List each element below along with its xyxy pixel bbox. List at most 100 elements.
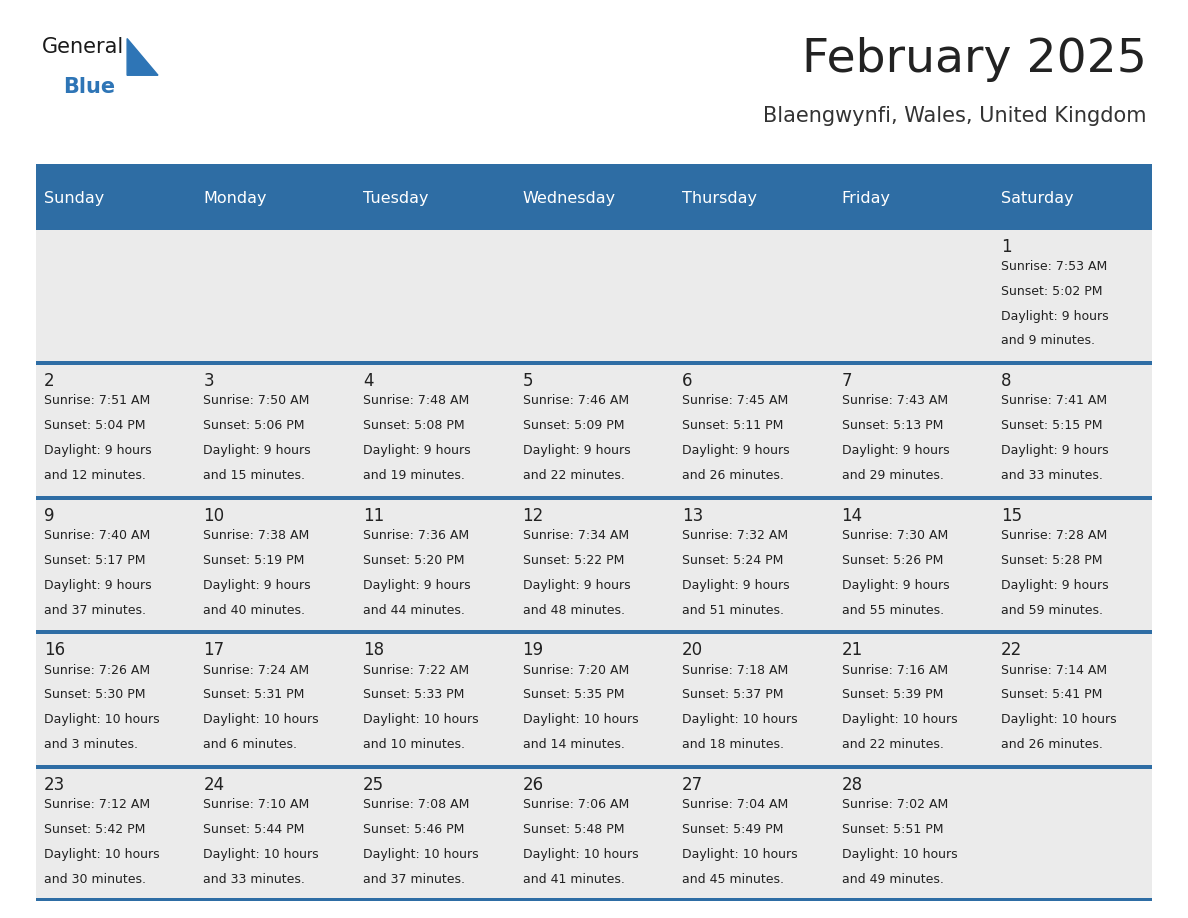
Text: Sunset: 5:46 PM: Sunset: 5:46 PM <box>364 823 465 836</box>
Bar <box>36 362 1152 365</box>
Text: Sunset: 5:08 PM: Sunset: 5:08 PM <box>364 420 465 432</box>
Text: 18: 18 <box>364 642 384 659</box>
Text: 26: 26 <box>523 776 544 794</box>
Text: and 33 minutes.: and 33 minutes. <box>1001 469 1102 482</box>
Text: 19: 19 <box>523 642 544 659</box>
Text: Sunset: 5:48 PM: Sunset: 5:48 PM <box>523 823 624 836</box>
Text: 3: 3 <box>203 373 214 390</box>
Bar <box>36 765 1152 768</box>
Text: 9: 9 <box>44 507 55 525</box>
Text: Daylight: 10 hours: Daylight: 10 hours <box>364 848 479 861</box>
Text: 24: 24 <box>203 776 225 794</box>
Text: Daylight: 9 hours: Daylight: 9 hours <box>841 578 949 592</box>
Text: 15: 15 <box>1001 507 1022 525</box>
Text: Monday: Monday <box>203 191 267 206</box>
Bar <box>36 164 1152 170</box>
Text: Daylight: 9 hours: Daylight: 9 hours <box>1001 309 1108 322</box>
Text: Daylight: 9 hours: Daylight: 9 hours <box>682 578 790 592</box>
Text: Daylight: 9 hours: Daylight: 9 hours <box>364 444 470 457</box>
Text: and 48 minutes.: and 48 minutes. <box>523 604 625 617</box>
Text: Daylight: 9 hours: Daylight: 9 hours <box>44 444 152 457</box>
Text: Sunset: 5:26 PM: Sunset: 5:26 PM <box>841 554 943 566</box>
Text: Daylight: 9 hours: Daylight: 9 hours <box>1001 578 1108 592</box>
Text: Daylight: 10 hours: Daylight: 10 hours <box>841 713 958 726</box>
Text: 2: 2 <box>44 373 55 390</box>
Text: Sunrise: 7:10 AM: Sunrise: 7:10 AM <box>203 798 310 812</box>
Text: Sunrise: 7:51 AM: Sunrise: 7:51 AM <box>44 395 150 408</box>
Text: Sunrise: 7:46 AM: Sunrise: 7:46 AM <box>523 395 628 408</box>
Text: Daylight: 9 hours: Daylight: 9 hours <box>523 578 630 592</box>
Text: and 19 minutes.: and 19 minutes. <box>364 469 465 482</box>
Text: Sunrise: 7:12 AM: Sunrise: 7:12 AM <box>44 798 150 812</box>
Text: 10: 10 <box>203 507 225 525</box>
Text: 11: 11 <box>364 507 384 525</box>
Text: and 40 minutes.: and 40 minutes. <box>203 604 305 617</box>
Text: Sunrise: 7:50 AM: Sunrise: 7:50 AM <box>203 395 310 408</box>
Text: 7: 7 <box>841 373 852 390</box>
Text: Daylight: 10 hours: Daylight: 10 hours <box>523 848 638 861</box>
Text: Wednesday: Wednesday <box>523 191 615 206</box>
Text: Sunrise: 7:06 AM: Sunrise: 7:06 AM <box>523 798 628 812</box>
Text: and 10 minutes.: and 10 minutes. <box>364 738 465 751</box>
Text: Sunset: 5:33 PM: Sunset: 5:33 PM <box>364 688 465 701</box>
Text: General: General <box>42 37 124 57</box>
Text: and 3 minutes.: and 3 minutes. <box>44 738 138 751</box>
Text: and 22 minutes.: and 22 minutes. <box>523 469 625 482</box>
Text: Daylight: 10 hours: Daylight: 10 hours <box>682 713 797 726</box>
Text: and 18 minutes.: and 18 minutes. <box>682 738 784 751</box>
Bar <box>36 365 1152 496</box>
Text: and 49 minutes.: and 49 minutes. <box>841 873 943 886</box>
Text: Sunset: 5:09 PM: Sunset: 5:09 PM <box>523 420 624 432</box>
Text: and 12 minutes.: and 12 minutes. <box>44 469 146 482</box>
Text: Tuesday: Tuesday <box>364 191 429 206</box>
Text: and 15 minutes.: and 15 minutes. <box>203 469 305 482</box>
Bar <box>36 898 1152 901</box>
Text: 21: 21 <box>841 642 862 659</box>
Text: Sunset: 5:22 PM: Sunset: 5:22 PM <box>523 554 624 566</box>
Bar <box>36 634 1152 765</box>
Text: Sunset: 5:20 PM: Sunset: 5:20 PM <box>364 554 465 566</box>
Text: Sunrise: 7:30 AM: Sunrise: 7:30 AM <box>841 529 948 542</box>
Bar <box>36 631 1152 634</box>
Text: Daylight: 9 hours: Daylight: 9 hours <box>364 578 470 592</box>
Text: 28: 28 <box>841 776 862 794</box>
Text: Sunrise: 7:53 AM: Sunrise: 7:53 AM <box>1001 260 1107 273</box>
Text: Sunset: 5:31 PM: Sunset: 5:31 PM <box>203 688 305 701</box>
Text: 16: 16 <box>44 642 65 659</box>
Text: and 51 minutes.: and 51 minutes. <box>682 604 784 617</box>
Text: and 6 minutes.: and 6 minutes. <box>203 738 297 751</box>
Text: 5: 5 <box>523 373 533 390</box>
Text: Sunset: 5:15 PM: Sunset: 5:15 PM <box>1001 420 1102 432</box>
Text: Sunset: 5:04 PM: Sunset: 5:04 PM <box>44 420 145 432</box>
Text: Sunset: 5:02 PM: Sunset: 5:02 PM <box>1001 285 1102 297</box>
Text: and 29 minutes.: and 29 minutes. <box>841 469 943 482</box>
Text: Sunrise: 7:08 AM: Sunrise: 7:08 AM <box>364 798 469 812</box>
Text: and 37 minutes.: and 37 minutes. <box>44 604 146 617</box>
Text: Daylight: 9 hours: Daylight: 9 hours <box>841 444 949 457</box>
Text: Sunrise: 7:16 AM: Sunrise: 7:16 AM <box>841 664 948 677</box>
Text: 22: 22 <box>1001 642 1023 659</box>
Text: Sunrise: 7:38 AM: Sunrise: 7:38 AM <box>203 529 310 542</box>
Text: 4: 4 <box>364 373 373 390</box>
Text: 20: 20 <box>682 642 703 659</box>
Bar <box>36 227 1152 230</box>
Text: 8: 8 <box>1001 373 1012 390</box>
Text: Sunset: 5:37 PM: Sunset: 5:37 PM <box>682 688 784 701</box>
Text: Daylight: 9 hours: Daylight: 9 hours <box>203 444 311 457</box>
Text: Sunrise: 7:14 AM: Sunrise: 7:14 AM <box>1001 664 1107 677</box>
Text: Daylight: 10 hours: Daylight: 10 hours <box>682 848 797 861</box>
Text: Sunrise: 7:02 AM: Sunrise: 7:02 AM <box>841 798 948 812</box>
Text: Daylight: 10 hours: Daylight: 10 hours <box>203 713 320 726</box>
Text: Sunrise: 7:28 AM: Sunrise: 7:28 AM <box>1001 529 1107 542</box>
Text: Sunrise: 7:43 AM: Sunrise: 7:43 AM <box>841 395 948 408</box>
Text: Sunrise: 7:36 AM: Sunrise: 7:36 AM <box>364 529 469 542</box>
Text: 23: 23 <box>44 776 65 794</box>
Text: Sunrise: 7:41 AM: Sunrise: 7:41 AM <box>1001 395 1107 408</box>
Text: Friday: Friday <box>841 191 891 206</box>
Text: and 14 minutes.: and 14 minutes. <box>523 738 625 751</box>
Text: Sunset: 5:51 PM: Sunset: 5:51 PM <box>841 823 943 836</box>
Bar <box>36 170 1152 227</box>
Bar <box>36 496 1152 499</box>
Text: Daylight: 10 hours: Daylight: 10 hours <box>523 713 638 726</box>
Text: and 37 minutes.: and 37 minutes. <box>364 873 465 886</box>
